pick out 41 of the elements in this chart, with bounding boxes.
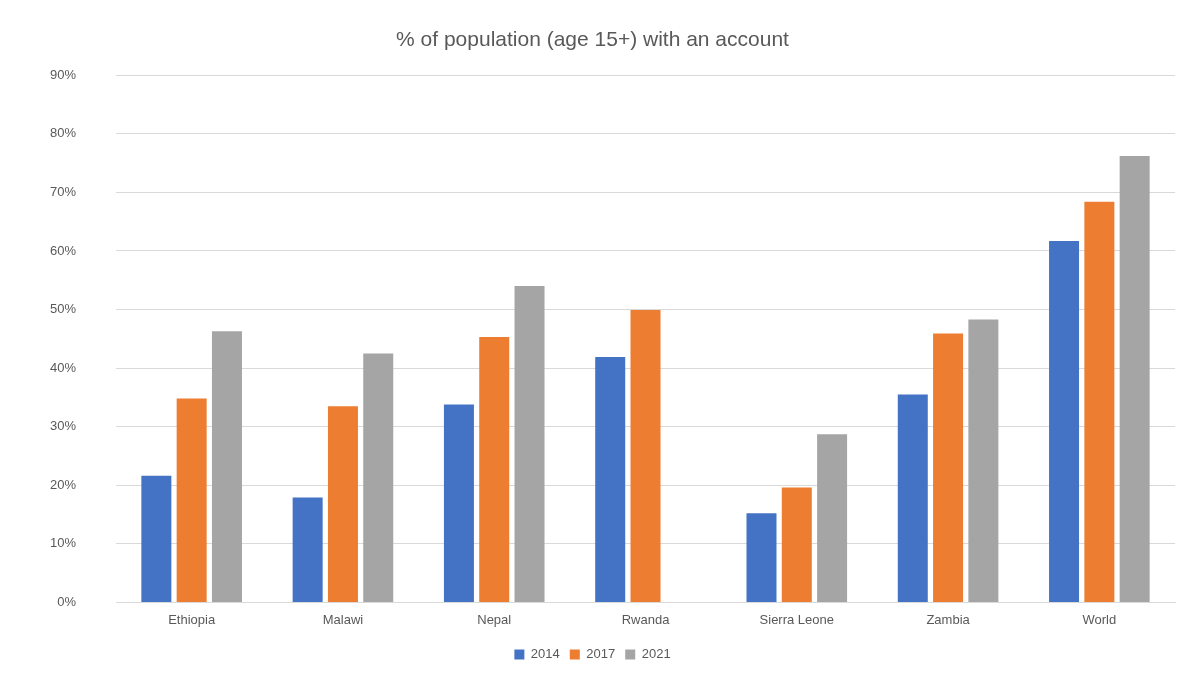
legend-label: 2021 xyxy=(641,646,671,662)
y-tick-label: 0% xyxy=(57,593,77,609)
legend-label: 2014 xyxy=(530,646,560,662)
bar xyxy=(595,356,626,602)
bar xyxy=(141,475,172,602)
y-tick-label: 50% xyxy=(49,301,77,317)
bar xyxy=(781,487,812,602)
bar xyxy=(968,319,999,602)
bar xyxy=(1119,156,1150,602)
y-tick-label: 80% xyxy=(49,125,77,141)
bar xyxy=(327,406,358,602)
bar xyxy=(746,513,777,602)
chart-title: % of population (age 15+) with an account xyxy=(396,27,790,51)
bar xyxy=(514,286,545,602)
bar xyxy=(630,310,661,602)
x-tick-label: Ethiopia xyxy=(168,611,216,627)
x-tick-label: Sierra Leone xyxy=(759,611,835,627)
x-tick-label: Nepal xyxy=(477,611,512,627)
bar xyxy=(897,394,928,602)
bar xyxy=(176,398,207,602)
y-tick-label: 40% xyxy=(49,359,77,375)
x-tick-label: World xyxy=(1082,611,1117,627)
bar xyxy=(443,404,474,602)
y-tick-label: 10% xyxy=(49,535,77,551)
bar xyxy=(817,434,848,602)
y-tick-label: 70% xyxy=(49,183,77,199)
bar xyxy=(1084,201,1115,602)
bar xyxy=(933,333,964,602)
y-tick-label: 30% xyxy=(49,418,77,434)
bar xyxy=(1049,240,1080,602)
y-tick-label: 90% xyxy=(49,66,77,82)
y-tick-label: 60% xyxy=(49,242,77,258)
y-tick-label: 20% xyxy=(49,476,77,492)
x-tick-label: Rwanda xyxy=(621,611,671,627)
bar xyxy=(211,331,242,602)
bar xyxy=(363,353,394,602)
x-tick-label: Zambia xyxy=(926,611,971,627)
bar xyxy=(479,337,510,602)
bar xyxy=(292,497,323,602)
x-tick-label: Malawi xyxy=(322,611,364,627)
legend-label: 2017 xyxy=(586,646,616,662)
